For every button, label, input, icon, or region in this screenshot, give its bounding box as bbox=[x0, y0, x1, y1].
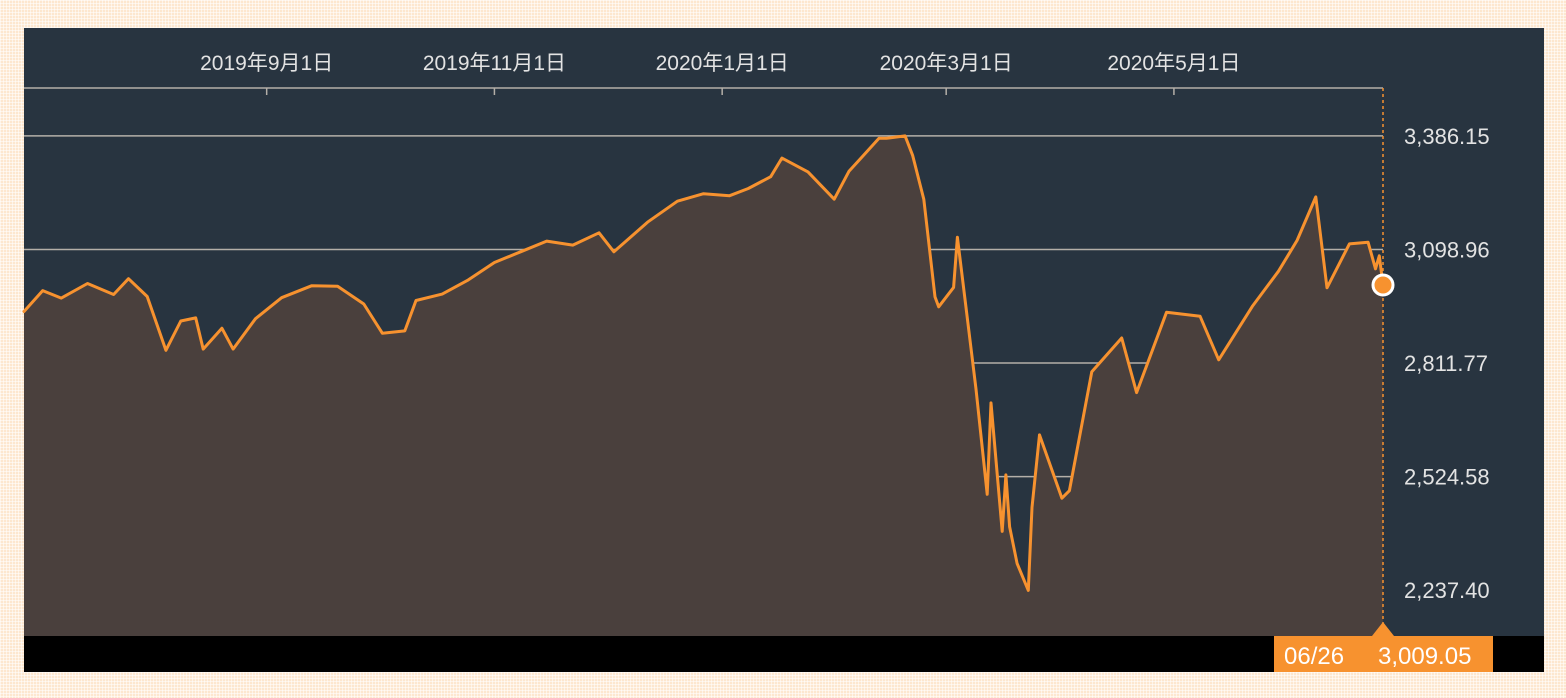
y-tick-label: 3,386.15 bbox=[1404, 124, 1490, 149]
x-axis-labels: 2019年9月1日 2019年11月1日 2020年1月1日 2020年3月1日… bbox=[200, 52, 1240, 75]
x-tick-label: 2019年11月1日 bbox=[423, 52, 566, 75]
x-axis-tick-marks bbox=[265, 88, 1175, 95]
last-point-date: 06/26 bbox=[1284, 643, 1344, 670]
y-axis-labels: 3,386.15 3,098.96 2,811.77 2,524.58 2,23… bbox=[1404, 124, 1490, 603]
last-point-label-box bbox=[1274, 636, 1493, 672]
label-pointer bbox=[1372, 622, 1394, 636]
y-tick-label: 3,098.96 bbox=[1404, 237, 1490, 262]
last-point-marker[interactable] bbox=[1371, 273, 1395, 297]
x-tick-label: 2019年9月1日 bbox=[200, 52, 333, 75]
area-fill bbox=[24, 135, 1383, 636]
y-tick-label: 2,524.58 bbox=[1404, 465, 1490, 490]
x-tick-label: 2020年1月1日 bbox=[656, 52, 789, 75]
series-line bbox=[22, 134, 1385, 592]
y-tick-label: 2,237.40 bbox=[1404, 578, 1490, 603]
last-point-value: 3,009.05 bbox=[1378, 643, 1471, 670]
x-tick-label: 2020年3月1日 bbox=[880, 52, 1013, 75]
y-tick-label: 2,811.77 bbox=[1404, 351, 1488, 376]
x-tick-label: 2020年5月1日 bbox=[1107, 52, 1240, 75]
